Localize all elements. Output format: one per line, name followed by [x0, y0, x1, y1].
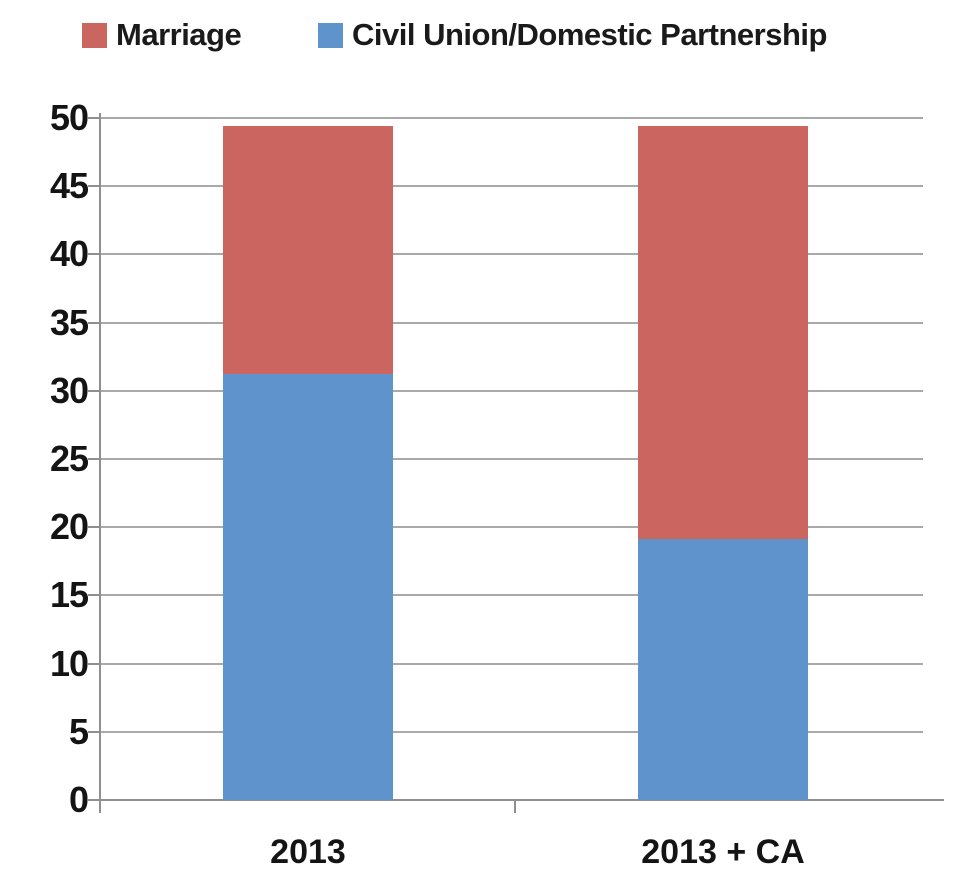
y-tick-label: 40	[49, 233, 89, 274]
bar-segment-civil-union-domestic-partnership-2013	[223, 374, 393, 800]
gridline	[100, 322, 923, 324]
y-axis-tick	[88, 185, 100, 187]
legend-item-marriage: Marriage	[82, 16, 242, 54]
gridline	[100, 731, 923, 733]
x-axis	[88, 799, 944, 801]
gridline	[100, 185, 923, 187]
y-axis-tick	[88, 458, 100, 460]
y-tick-label: 10	[49, 643, 89, 684]
y-axis-tick	[88, 117, 100, 119]
bar-segment-marriage-2013	[223, 126, 393, 374]
bar-segment-marriage-2013-ca	[638, 126, 808, 539]
y-axis-tick	[88, 594, 100, 596]
legend-item-civil-union: Civil Union/Domestic Partnership	[318, 16, 827, 54]
y-tick-label: 35	[49, 302, 89, 343]
marriage-legend-swatch-icon	[82, 22, 107, 48]
gridline	[100, 253, 923, 255]
bar-segment-civil-union-domestic-partnership-2013-ca	[638, 539, 808, 800]
legend-label-civil-union: Civil Union/Domestic Partnership	[352, 17, 827, 52]
gridline	[100, 117, 923, 119]
x-tick-label: 2013 + CA	[641, 833, 805, 871]
y-axis-tick	[88, 253, 100, 255]
y-tick-label: 15	[49, 574, 89, 615]
y-axis	[99, 113, 101, 813]
y-axis-tick	[88, 663, 100, 665]
y-axis-tick	[88, 731, 100, 733]
chart-legend: Marriage Civil Union/Domestic Partnershi…	[0, 0, 960, 70]
gridline	[100, 390, 923, 392]
y-tick-label: 50	[49, 97, 89, 138]
y-axis-tick	[88, 526, 100, 528]
gridline	[100, 594, 923, 596]
x-axis-center-tick	[514, 800, 516, 813]
y-tick-label: 45	[49, 165, 89, 206]
gridline	[100, 526, 923, 528]
x-tick-label: 2013	[270, 833, 346, 871]
legend-label-marriage: Marriage	[116, 17, 242, 52]
y-axis-tick	[88, 322, 100, 324]
y-tick-label: 0	[68, 779, 89, 820]
y-tick-label: 5	[68, 711, 89, 752]
y-tick-label: 25	[49, 438, 89, 479]
gridline	[100, 458, 923, 460]
y-tick-label: 30	[49, 370, 89, 411]
y-axis-tick	[88, 390, 100, 392]
gridline	[100, 663, 923, 665]
civil-union-legend-swatch-icon	[318, 22, 343, 48]
y-tick-label: 20	[49, 506, 89, 547]
